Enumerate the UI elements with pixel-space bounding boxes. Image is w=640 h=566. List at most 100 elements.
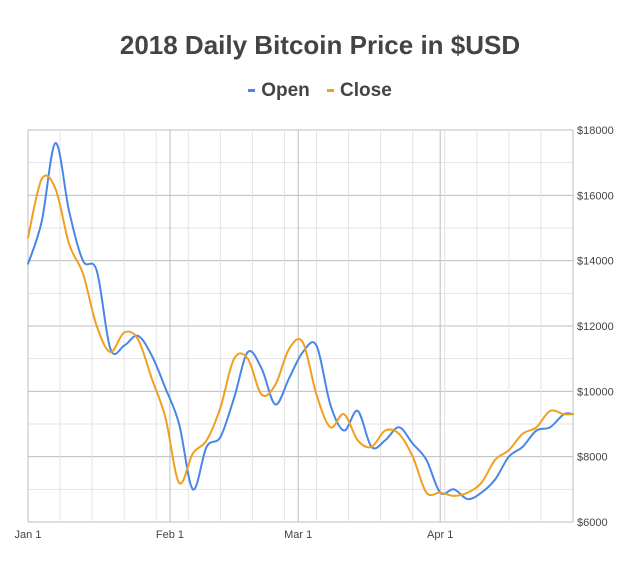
data-point-close (301, 341, 304, 344)
data-point-close (480, 481, 483, 484)
data-point-close (27, 236, 29, 239)
data-point-close (82, 272, 84, 275)
data-point-open (246, 351, 249, 354)
data-point-open (68, 210, 71, 213)
data-point-open (219, 436, 222, 438)
legend-swatch-open (248, 89, 256, 93)
data-point-open (329, 403, 332, 406)
data-point-open (288, 377, 290, 380)
data-point-close (233, 357, 235, 360)
data-point-close (95, 325, 98, 327)
data-point-close (507, 449, 510, 452)
legend-label-close: Close (340, 80, 392, 101)
data-point-open (274, 403, 277, 406)
y-tick-label: $16000 (577, 190, 614, 202)
y-tick-label: $12000 (577, 321, 614, 333)
data-point-open (507, 455, 510, 458)
data-point-close (356, 439, 359, 442)
data-point-close (411, 455, 414, 458)
data-point-close (219, 406, 222, 409)
data-point-open (356, 410, 359, 412)
legend-swatch-close (327, 89, 335, 93)
data-point-open (466, 498, 469, 501)
y-tick-label: $18000 (577, 125, 614, 137)
series-line-open (27, 142, 574, 501)
data-point-close (572, 413, 574, 416)
data-point-close (260, 393, 263, 396)
legend-label-open: Open (261, 80, 310, 101)
data-point-close (562, 413, 565, 416)
data-point-close (137, 338, 139, 340)
x-tick-label: Mar 1 (284, 529, 312, 541)
y-tick-label: $14000 (577, 256, 614, 268)
data-point-open (233, 396, 235, 399)
chart-title: 2018 Daily Bitcoin Price in $USD (119, 30, 521, 60)
data-point-close (205, 439, 208, 442)
data-point-open (164, 387, 167, 389)
data-point-close (329, 426, 332, 429)
data-point-close (466, 491, 469, 494)
data-point-open (178, 423, 181, 425)
data-point-open (425, 459, 428, 461)
x-tick-label: Feb 1 (156, 529, 184, 541)
data-point-close (315, 393, 318, 396)
data-point-close (535, 426, 538, 429)
data-point-close (164, 416, 167, 419)
data-point-open (301, 351, 304, 354)
data-point-close (549, 410, 552, 412)
data-point-open (384, 439, 387, 442)
data-point-open (137, 334, 139, 337)
data-point-open (343, 429, 345, 432)
data-point-open (95, 269, 98, 272)
series-line-close (27, 174, 574, 497)
data-point-close (246, 357, 249, 360)
data-point-open (411, 442, 414, 445)
data-point-open (82, 259, 84, 262)
data-point-close (191, 452, 194, 455)
data-point-close (288, 347, 290, 350)
data-point-close (398, 432, 400, 435)
legend-item-open[interactable]: Open (248, 80, 310, 102)
data-point-open (109, 347, 112, 350)
data-point-close (384, 429, 387, 432)
data-point-close (109, 351, 112, 354)
data-point-open (480, 491, 483, 494)
data-point-open (549, 426, 552, 429)
data-point-open (205, 445, 208, 448)
data-point-open (535, 429, 538, 432)
legend: Open Close (0, 80, 640, 102)
data-point-open (315, 344, 318, 347)
data-point-open (27, 263, 29, 265)
data-point-close (370, 445, 373, 448)
x-tick-label: Jan 1 (15, 529, 42, 541)
legend-item-close[interactable]: Close (327, 80, 392, 102)
data-point-close (40, 178, 43, 180)
data-point-close (178, 481, 181, 484)
data-point-open (191, 488, 194, 491)
data-point-close (274, 383, 277, 386)
x-tick-label: Apr 1 (427, 529, 453, 541)
data-point-close (521, 432, 524, 435)
data-point-open (453, 488, 455, 491)
data-point-close (123, 331, 126, 334)
data-point-open (40, 220, 43, 223)
data-point-open (398, 426, 400, 429)
data-point-open (150, 354, 153, 357)
data-point-close (150, 377, 153, 380)
data-point-close (54, 187, 57, 190)
data-point-close (494, 459, 497, 461)
y-tick-label: $6000 (577, 517, 608, 529)
data-point-close (68, 243, 71, 246)
data-point-close (343, 413, 345, 416)
y-tick-label: $10000 (577, 386, 614, 398)
data-point-open (494, 478, 497, 481)
data-point-close (439, 491, 442, 494)
data-point-open (260, 367, 263, 370)
y-tick-label: $8000 (577, 452, 608, 464)
data-point-open (54, 142, 57, 144)
data-point-open (521, 445, 524, 448)
data-point-close (453, 494, 455, 497)
data-point-open (123, 344, 126, 347)
data-point-close (425, 491, 428, 494)
